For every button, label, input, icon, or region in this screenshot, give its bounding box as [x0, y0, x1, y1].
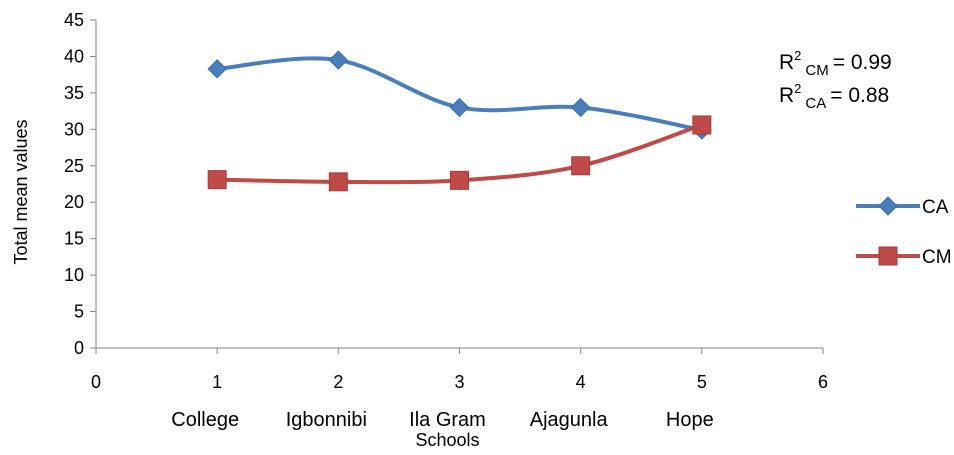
legend-marker	[878, 196, 898, 216]
category-label: Ila Gram	[409, 409, 486, 431]
data-point-cm	[450, 170, 469, 190]
series-group	[207, 50, 712, 192]
y-tick-label: 20	[64, 192, 84, 212]
data-point-ca	[449, 97, 470, 118]
r-squared-text: R2CA = 0.88	[779, 81, 889, 112]
legend-item-ca: CA	[856, 196, 949, 218]
r-squared-text: R2CM = 0.99	[779, 48, 892, 79]
y-axis: 0 5 10 15 20 25 30 35 40 45	[64, 10, 97, 358]
category-label: Ajagunla	[530, 409, 609, 431]
category-label: College	[171, 409, 239, 431]
legend-label: CM	[922, 247, 952, 268]
data-point-cm	[571, 156, 591, 176]
category-label: Schools	[415, 430, 479, 450]
legend-label: CA	[922, 197, 949, 218]
data-point-cm	[328, 172, 348, 192]
y-tick-label: 0	[74, 338, 84, 358]
category-label: Igbonnibi	[286, 409, 367, 431]
y-tick-label: 10	[64, 265, 84, 285]
x-tick-label: 3	[454, 372, 464, 392]
x-tick-label: 2	[333, 372, 343, 392]
category-label: Hope	[666, 409, 714, 431]
series-ca	[207, 50, 712, 140]
y-tick-label: 15	[64, 229, 84, 249]
data-point-cm	[207, 170, 227, 190]
y-axis-title: Total mean values	[11, 119, 31, 264]
data-point-ca	[207, 59, 227, 79]
x-tick-label: 5	[697, 372, 707, 392]
legend: CA CM	[856, 196, 952, 268]
y-tick-label: 25	[64, 156, 84, 176]
legend-marker	[878, 246, 898, 266]
series-cm	[207, 115, 712, 192]
y-tick-label: 30	[64, 119, 84, 139]
x-tick-label: 6	[818, 372, 828, 392]
y-tick-label: 40	[64, 46, 84, 66]
y-tick-label: 5	[74, 302, 84, 322]
x-tick-label: 4	[576, 372, 586, 392]
y-tick-label: 45	[64, 10, 84, 30]
x-tick-label: 0	[91, 372, 101, 392]
data-point-ca	[328, 50, 349, 70]
data-point-cm	[692, 115, 712, 135]
y-tick-label: 35	[64, 83, 84, 103]
data-point-ca	[570, 97, 591, 118]
legend-item-cm: CM	[856, 246, 952, 268]
x-tick-label: 1	[212, 372, 222, 392]
series-line-ca	[215, 56, 704, 133]
